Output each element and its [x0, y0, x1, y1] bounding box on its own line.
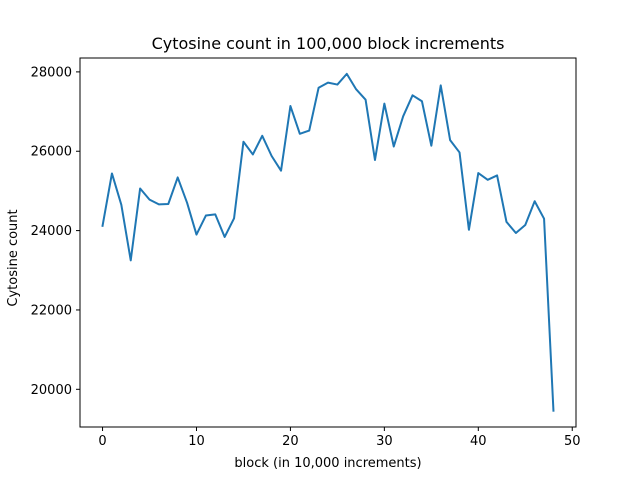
y-tick-label: 24000 — [31, 224, 72, 239]
axes-frame — [79, 57, 577, 428]
x-axis-label: block (in 10,000 increments) — [234, 456, 421, 471]
x-tick-label: 30 — [376, 434, 393, 449]
y-axis-label: Cytosine count — [6, 209, 21, 306]
y-tick-label: 28000 — [31, 65, 72, 80]
y-tick-label: 26000 — [31, 145, 72, 160]
y-tick-label: 22000 — [31, 303, 72, 318]
plot-area: 0 10 20 30 40 50 20000 22000 24000 26000 28000 — [31, 57, 581, 449]
x-tick-label: 10 — [188, 434, 205, 449]
data-line — [101, 72, 555, 412]
chart-title: Cytosine count in 100,000 block incremen… — [152, 34, 505, 53]
x-tick-label: 40 — [470, 434, 487, 449]
x-tick-label: 20 — [282, 434, 299, 449]
y-tick-label: 20000 — [31, 383, 72, 398]
x-tick-label: 0 — [98, 434, 106, 449]
x-tick-label: 50 — [564, 434, 581, 449]
